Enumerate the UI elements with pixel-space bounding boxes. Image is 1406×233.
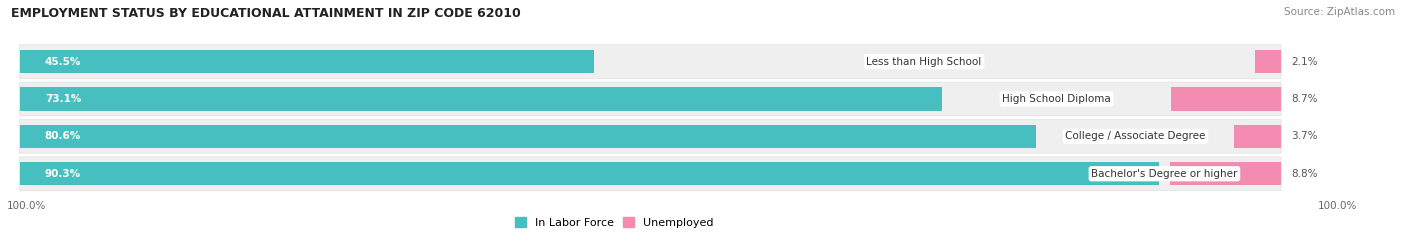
Text: 100.0%: 100.0% xyxy=(7,201,46,211)
Bar xyxy=(1170,162,1281,185)
Text: EMPLOYMENT STATUS BY EDUCATIONAL ATTAINMENT IN ZIP CODE 62010: EMPLOYMENT STATUS BY EDUCATIONAL ATTAINM… xyxy=(11,7,522,20)
Text: 100.0%: 100.0% xyxy=(1317,201,1357,211)
FancyBboxPatch shape xyxy=(20,157,1281,191)
Text: High School Diploma: High School Diploma xyxy=(1002,94,1111,104)
Text: 80.6%: 80.6% xyxy=(45,131,82,141)
Text: Source: ZipAtlas.com: Source: ZipAtlas.com xyxy=(1284,7,1395,17)
Text: Less than High School: Less than High School xyxy=(866,57,981,67)
Text: 8.8%: 8.8% xyxy=(1291,169,1317,179)
Text: 45.5%: 45.5% xyxy=(45,57,82,67)
Legend: In Labor Force, Unemployed: In Labor Force, Unemployed xyxy=(515,217,714,228)
Text: 3.7%: 3.7% xyxy=(1291,131,1317,141)
Bar xyxy=(20,87,942,111)
Bar xyxy=(20,162,1159,185)
Text: Bachelor's Degree or higher: Bachelor's Degree or higher xyxy=(1091,169,1237,179)
Text: 8.7%: 8.7% xyxy=(1291,94,1317,104)
Bar xyxy=(1254,50,1281,73)
Bar xyxy=(20,125,1036,148)
Text: 73.1%: 73.1% xyxy=(45,94,82,104)
Text: College / Associate Degree: College / Associate Degree xyxy=(1066,131,1205,141)
FancyBboxPatch shape xyxy=(20,45,1281,79)
Bar xyxy=(1171,87,1281,111)
Text: 90.3%: 90.3% xyxy=(45,169,82,179)
Text: 2.1%: 2.1% xyxy=(1291,57,1317,67)
Bar xyxy=(1234,125,1281,148)
FancyBboxPatch shape xyxy=(20,82,1281,116)
Bar xyxy=(20,50,593,73)
FancyBboxPatch shape xyxy=(20,120,1281,153)
